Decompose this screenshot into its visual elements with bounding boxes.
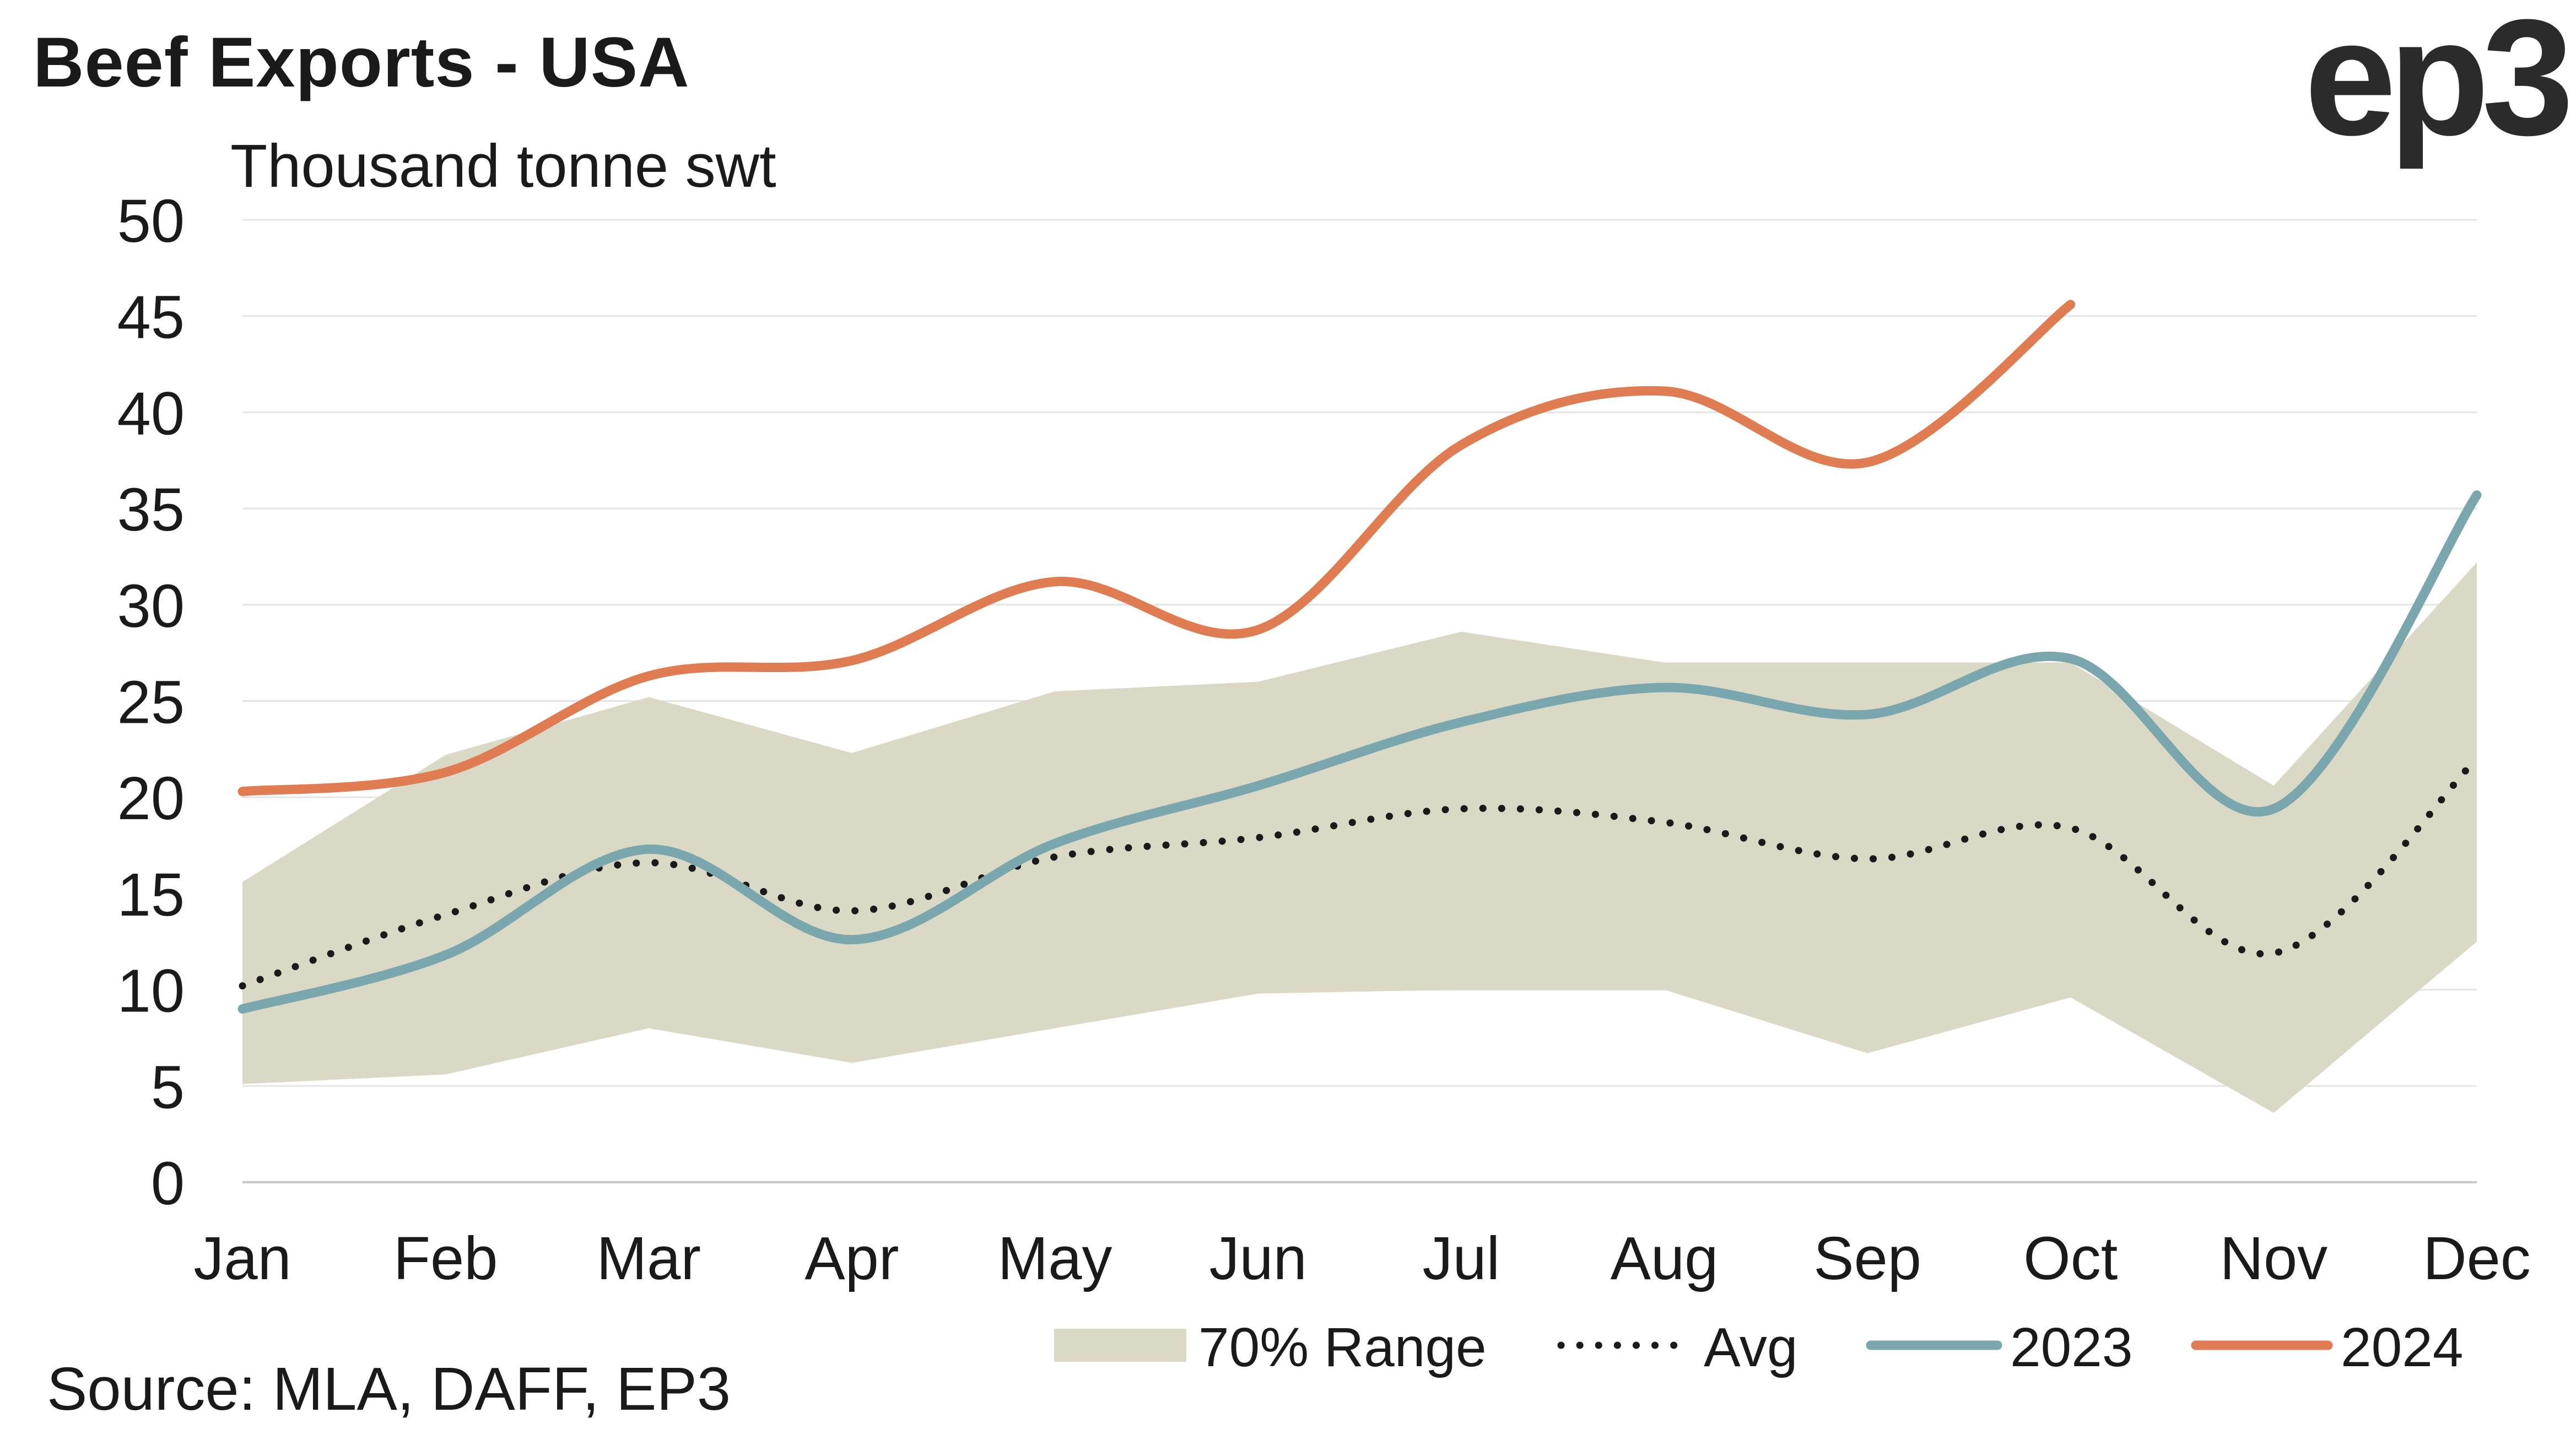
y-tick-label: 0 — [151, 1150, 185, 1217]
x-tick-label: Aug — [1611, 1225, 1719, 1292]
x-tick-label: Jul — [1423, 1225, 1500, 1292]
y-axis-label: Thousand tonne swt — [230, 132, 776, 200]
x-tick-label: Dec — [2423, 1225, 2531, 1292]
legend-label-range: 70% Range — [1198, 1317, 1487, 1378]
x-tick-label: Apr — [804, 1225, 899, 1292]
y-tick-label: 25 — [117, 669, 185, 737]
ep3-logo: ep3 — [2304, 0, 2574, 170]
series-line-2024 — [237, 300, 2076, 797]
x-tick-label: Jan — [193, 1225, 291, 1292]
legend-label-avg: Avg — [1704, 1317, 1798, 1378]
y-tick-label: 30 — [117, 572, 185, 640]
chart-title: Beef Exports - USA — [33, 23, 690, 102]
legend-swatch-range — [1054, 1329, 1186, 1362]
series-line-avg — [239, 755, 2481, 990]
x-tick-label: Nov — [2220, 1225, 2328, 1292]
y-tick-label: 50 — [117, 187, 185, 255]
source-note: Source: MLA, DAFF, EP3 — [47, 1355, 731, 1423]
x-tick-label: Oct — [2023, 1225, 2118, 1292]
range-band — [242, 562, 2477, 1113]
y-tick-label: 15 — [117, 861, 185, 929]
x-tick-label: Feb — [393, 1225, 498, 1292]
x-tick-label: Jun — [1209, 1225, 1307, 1292]
x-tick-label: Mar — [597, 1225, 701, 1292]
y-tick-label: 45 — [117, 284, 185, 351]
y-tick-label: 20 — [117, 765, 185, 832]
y-tick-label: 35 — [117, 476, 185, 544]
x-tick-label: May — [998, 1225, 1113, 1292]
y-tick-label: 5 — [151, 1053, 185, 1121]
legend-label-2024: 2024 — [2341, 1317, 2463, 1378]
y-tick-label: 40 — [117, 380, 185, 447]
x-tick-label: Sep — [1813, 1225, 1921, 1292]
series-line-2023 — [237, 490, 2482, 1014]
legend-label-2023: 2023 — [2010, 1317, 2132, 1378]
y-tick-label: 10 — [117, 957, 185, 1025]
